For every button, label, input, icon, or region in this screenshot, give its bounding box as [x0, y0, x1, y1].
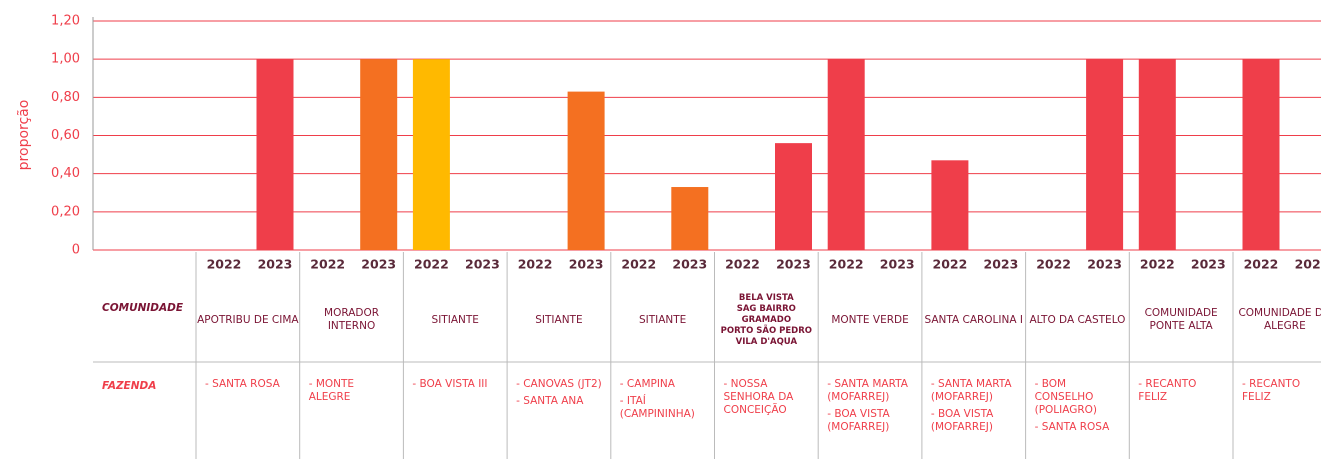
fazenda: - SANTA ROSA — [1034, 421, 1110, 433]
bar — [775, 143, 812, 250]
y-tick-label: 0,40 — [51, 166, 80, 181]
fazenda: - MONTE ALEGRE — [308, 378, 355, 403]
bar — [827, 59, 865, 250]
fazenda: - NOSSA SENHORA DA CONCEIÇÃO — [723, 378, 794, 416]
bar — [567, 91, 605, 250]
year-label: 2022 — [207, 257, 242, 272]
bar — [1086, 59, 1124, 250]
y-tick-label: 0,20 — [51, 204, 80, 219]
y-tick-label: 1,00 — [51, 52, 80, 67]
fazenda-cell: - MONTE ALEGRE — [309, 378, 397, 408]
fazenda-cell: - RECANTO FELIZ — [1138, 378, 1226, 408]
fazenda: - BOA VISTA III — [412, 378, 488, 390]
comunidade: ALTO DA CASTELO — [1029, 313, 1126, 326]
bar — [671, 187, 709, 250]
comunidade: SITIANTE — [638, 313, 687, 326]
bar — [1242, 59, 1280, 250]
fazenda-cell: - SANTA MARTA (MOFARREJ) - BOA VISTA (MOF… — [931, 378, 1019, 438]
comunidade: COMUNIDADE PONTE ALTA — [1144, 307, 1218, 332]
bar — [360, 59, 398, 250]
fazenda-cell: - RECANTO FELIZ — [1242, 378, 1321, 408]
y-tick-label: 0 — [72, 243, 80, 258]
year-label: 2023 — [465, 257, 500, 272]
fazenda-cell: - CANOVAS (JT2) - SANTA ANA — [516, 378, 604, 412]
y-tick-label: 0,80 — [51, 90, 80, 105]
y-tick-label: 0,60 — [51, 128, 80, 143]
bar — [1138, 59, 1176, 250]
year-label: 2022 — [414, 257, 449, 272]
year-label: 2022 — [829, 257, 864, 272]
year-label: 2022 — [1244, 257, 1279, 272]
fazenda-cell: - CAMPINA - ITAÍ (CAMPININHA) — [620, 378, 708, 425]
year-label: 2023 — [776, 257, 811, 272]
year-label: 2023 — [258, 257, 293, 272]
fazenda: - BOA VISTA (MOFARREJ) — [930, 408, 994, 433]
fazenda-cell: - NOSSA SENHORA DA CONCEIÇÃO — [724, 378, 812, 421]
year-label: 2022 — [725, 257, 760, 272]
comunidade: COMUNIDADE DO ALEGRE — [1238, 307, 1321, 332]
year-label: 2022 — [1036, 257, 1071, 272]
y-axis-label: proporção — [16, 100, 32, 171]
comunidade: MORADOR INTERNO — [324, 307, 380, 332]
comunidade: MONTE VERDE — [831, 313, 909, 326]
year-label: 2022 — [621, 257, 656, 272]
year-label: 2023 — [880, 257, 915, 272]
fazenda: - RECANTO FELIZ — [1242, 378, 1301, 403]
fazenda: - SANTA MARTA (MOFARREJ) — [930, 378, 1012, 403]
fazenda: - RECANTO FELIZ — [1138, 378, 1197, 403]
fazenda: - BOA VISTA (MOFARREJ) — [827, 408, 890, 433]
comunidade: SITIANTE — [431, 313, 479, 326]
fazenda-cell: - SANTA MARTA (MOFARREJ) - BOA VISTA (MOF… — [827, 378, 915, 438]
year-label: 2023 — [1087, 257, 1122, 272]
bar — [412, 59, 450, 250]
bar — [256, 59, 294, 250]
fazenda: - CANOVAS (JT2) — [516, 378, 602, 390]
fazenda: - SANTA ANA — [516, 395, 584, 407]
year-label: 2023 — [361, 257, 396, 272]
fazenda: - SANTA MARTA (MOFARREJ) — [827, 378, 908, 403]
year-label: 2023 — [1191, 257, 1226, 272]
year-label: 2023 — [984, 257, 1019, 272]
fazenda-cell: - BOM CONSELHO (POLIAGRO) - SANTA ROSA — [1035, 378, 1123, 438]
bar — [931, 160, 969, 250]
year-label: 2022 — [518, 257, 553, 272]
year-label: 2022 — [933, 257, 968, 272]
row-label: FAZENDA — [102, 380, 157, 392]
comunidade: SANTA CAROLINA I — [924, 313, 1023, 326]
year-label: 2022 — [1140, 257, 1175, 272]
comunidade: APOTRIBU DE CIMA — [197, 313, 299, 326]
year-label: 2023 — [1295, 257, 1321, 272]
y-tick-label: 1,20 — [51, 14, 80, 29]
year-label: 2023 — [672, 257, 707, 272]
fazenda: - CAMPINA — [619, 378, 675, 390]
fazenda: - SANTA ROSA — [205, 378, 280, 390]
year-label: 2022 — [310, 257, 345, 272]
fazenda-cell: - SANTA ROSA — [205, 378, 293, 395]
comunidade: SITIANTE — [535, 313, 583, 326]
row-label: COMUNIDADE — [102, 302, 184, 314]
fazenda-cell: - BOA VISTA III — [412, 378, 500, 395]
fazenda: - BOM CONSELHO (POLIAGRO) — [1034, 378, 1098, 416]
comunidade: BELA VISTA SAG BAIRRO GRAMADO PORTO SÃO … — [720, 292, 813, 347]
fazenda: - ITAÍ (CAMPININHA) — [619, 395, 695, 420]
year-label: 2023 — [569, 257, 604, 272]
